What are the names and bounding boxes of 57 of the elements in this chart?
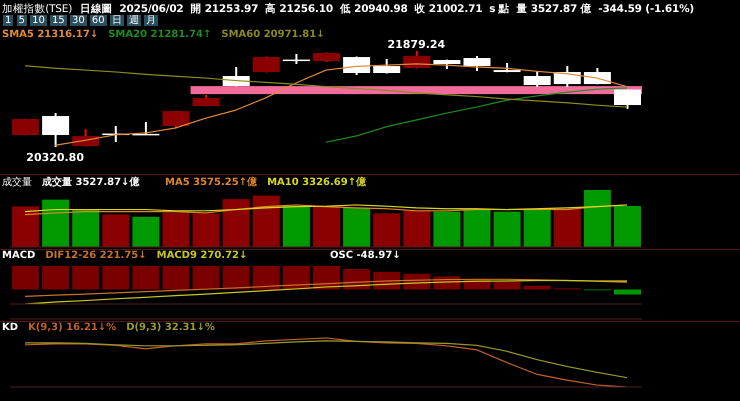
bar — [494, 282, 521, 290]
bar — [463, 209, 490, 247]
chart-subtitle: 日線圖 2025/06/02 開 21253.97 高 21256.10 低 20940.98 收 21002.71 s 點 量 3527.87 億 -344.59 (-1.61%) — [80, 2, 694, 15]
bar — [132, 216, 160, 247]
series-label: OSC -48.97↓ — [330, 250, 401, 261]
bar — [222, 199, 250, 247]
series-label: MA10 3326.69↑億 — [267, 176, 366, 189]
bar — [42, 200, 70, 247]
bar — [12, 266, 39, 290]
text: MACD9 270.72↓ — [156, 250, 248, 261]
bar — [12, 206, 39, 247]
candlestick — [132, 121, 160, 136]
bar — [312, 206, 340, 247]
bar — [584, 190, 611, 247]
bar — [192, 266, 220, 290]
text: SMA60 20971.81↓ — [221, 29, 325, 40]
bar — [42, 266, 70, 290]
chart-title: 成交量 — [2, 176, 32, 189]
bar — [403, 210, 430, 247]
bar — [433, 212, 460, 247]
bar — [282, 206, 310, 247]
bar — [222, 266, 250, 290]
bar — [554, 208, 581, 247]
text: DIF12-26 221.75↓ — [45, 250, 147, 261]
bar — [132, 266, 160, 290]
bar — [524, 286, 551, 290]
text: SMA5 21316.17↓ — [2, 29, 98, 40]
bar — [72, 209, 100, 247]
chart-title: KD — [2, 322, 18, 333]
candlestick — [282, 53, 310, 66]
bar — [102, 266, 130, 290]
text: SMA20 21281.74↑ — [108, 29, 212, 40]
bar — [162, 212, 190, 247]
bar — [192, 213, 220, 247]
text: 1 5 10 15 30 60 日 週 月 — [5, 15, 156, 26]
bar — [252, 266, 280, 290]
bar — [102, 214, 130, 247]
annotation: 21879.24 — [388, 38, 446, 52]
bar — [494, 212, 521, 247]
chart-title: 加權指數(TSE) — [2, 2, 72, 16]
bar — [312, 266, 340, 290]
bar — [524, 209, 551, 247]
series-label: 成交量 3527.87↓億 — [42, 175, 140, 189]
bar — [162, 266, 190, 290]
series-label: MA5 3575.25↑億 — [165, 176, 258, 189]
series-label: K(9,3) 16.21↓% — [28, 322, 116, 333]
bar — [343, 208, 370, 247]
bar — [614, 206, 641, 247]
candlestick — [433, 58, 460, 70]
bar — [252, 196, 280, 247]
bar — [282, 266, 310, 290]
bar — [373, 213, 400, 247]
bar — [614, 290, 641, 295]
chart-title: MACD — [2, 250, 36, 261]
series-label: D(9,3) 32.31↓% — [126, 322, 215, 333]
bar — [72, 266, 100, 290]
annotation: 20320.80 — [26, 150, 84, 164]
